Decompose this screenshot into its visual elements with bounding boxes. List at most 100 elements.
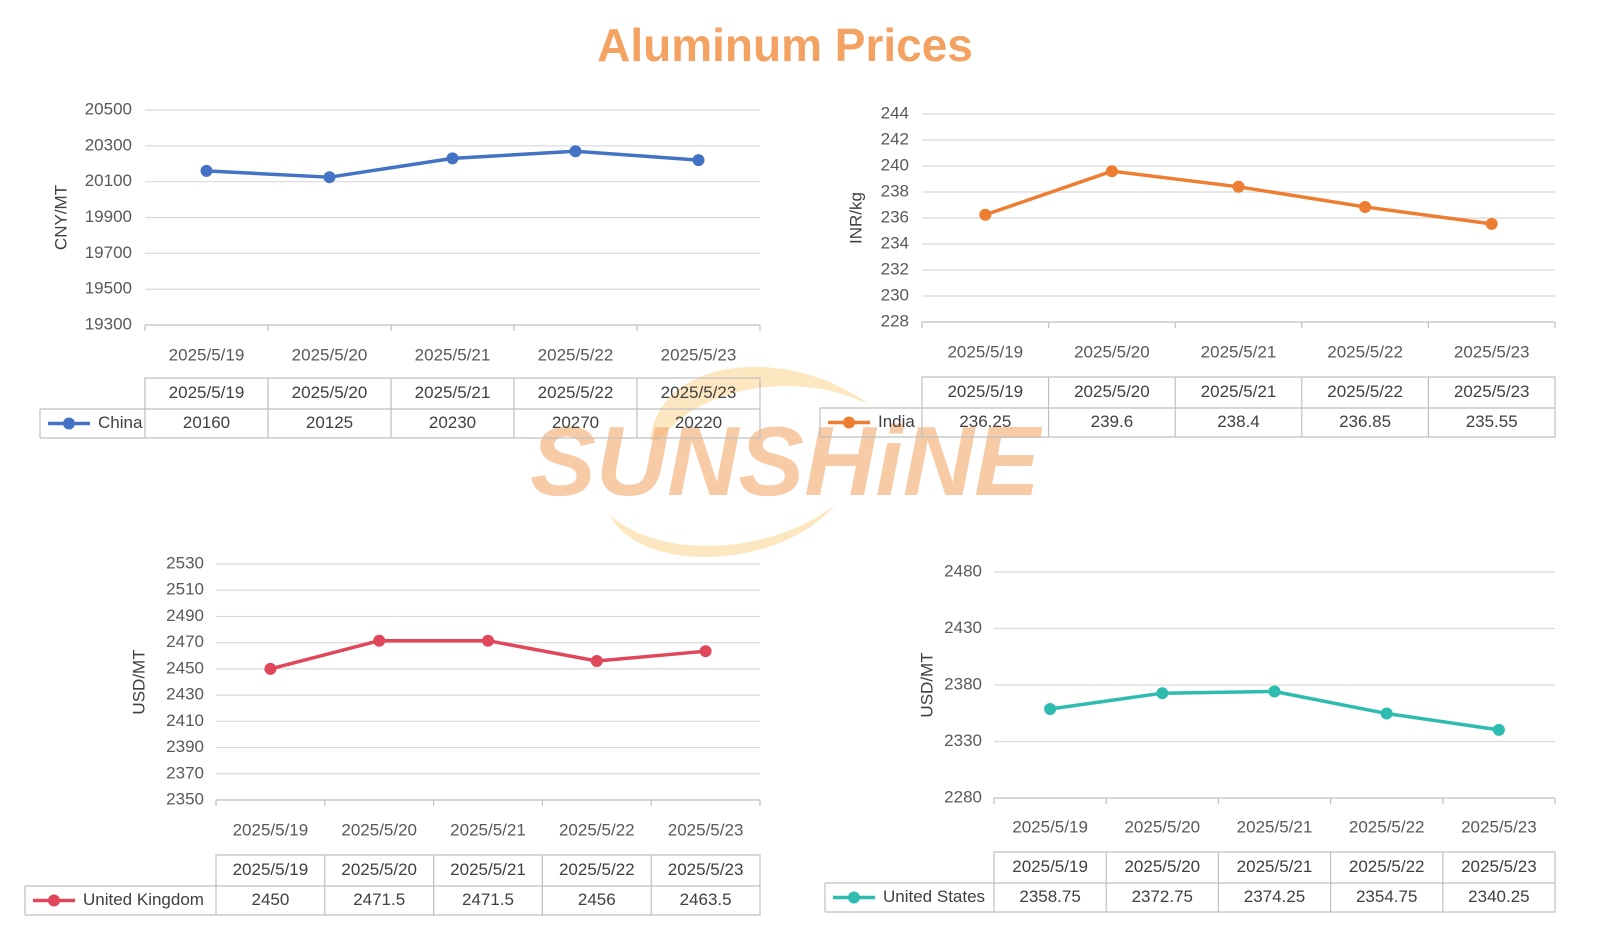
table-header-cell: 2025/5/22	[1327, 382, 1403, 401]
table-cell: 2374.25	[1244, 887, 1305, 906]
x-tick-label: 2025/5/21	[450, 820, 526, 839]
table-header-cell: 2025/5/20	[341, 860, 417, 879]
table-header-cell: 2025/5/20	[1124, 857, 1200, 876]
table-header-cell: 2025/5/22	[559, 860, 635, 879]
x-tick-label: 2025/5/21	[1201, 342, 1277, 361]
data-point	[1156, 687, 1169, 700]
table-header-cell: 2025/5/19	[233, 860, 309, 879]
x-tick-label: 2025/5/21	[1237, 817, 1313, 836]
table-border	[993, 851, 1556, 913]
y-tick-label: 244	[881, 103, 909, 122]
table-header-cell: 2025/5/21	[415, 383, 491, 402]
data-point	[264, 662, 277, 675]
data-table: 2025/5/19 2025/5/20 2025/5/21 2025/5/22 2025…	[39, 377, 761, 439]
y-tick-label: 2280	[944, 787, 982, 806]
y-tick-label: 238	[881, 181, 909, 200]
x-tick-label: 2025/5/20	[1124, 817, 1200, 836]
y-tick-label: 2350	[166, 789, 204, 808]
legend-series-name: United Kingdom	[83, 890, 204, 909]
x-tick-label: 2025/5/19	[1012, 817, 1088, 836]
data-point	[699, 645, 712, 658]
table-header-cell: 2025/5/22	[1349, 857, 1425, 876]
y-tick-label: 19700	[85, 243, 132, 262]
table-cell: 20230	[429, 413, 476, 432]
y-tick-label: 230	[881, 285, 909, 304]
x-tick-label: 2025/5/20	[341, 820, 417, 839]
y-tick-label: 232	[881, 259, 909, 278]
x-tick-label: 2025/5/20	[292, 345, 368, 364]
table-header-cell: 2025/5/19	[1012, 857, 1088, 876]
x-tick-label: 2025/5/22	[1327, 342, 1403, 361]
data-point	[1492, 723, 1505, 736]
table-cell: 2358.75	[1019, 887, 1080, 906]
data-point	[979, 208, 992, 221]
table-cell: 2456	[578, 890, 616, 909]
legend-marker	[48, 894, 60, 907]
table-cell: 20270	[552, 413, 599, 432]
series-line	[984, 169, 1492, 226]
table-cell: 20160	[183, 413, 230, 432]
data-point	[1359, 200, 1372, 213]
y-tick-label: 20300	[85, 135, 132, 154]
data-point	[446, 152, 459, 165]
data-point	[1232, 180, 1245, 193]
data-point	[1044, 703, 1057, 716]
table-cell: 20125	[306, 413, 353, 432]
table-cell: 2372.75	[1132, 887, 1193, 906]
legend-marker	[848, 891, 860, 904]
table-header-cell: 2025/5/22	[538, 383, 614, 402]
table-cell: 2471.5	[353, 890, 405, 909]
x-tick-label: 2025/5/19	[947, 342, 1023, 361]
y-tick-label: 2410	[166, 711, 204, 730]
data-point	[692, 154, 705, 167]
y-tick-label: 240	[881, 155, 909, 174]
table-header-cell: 2025/5/23	[1454, 382, 1530, 401]
data-table: 2025/5/19 2025/5/20 2025/5/21 2025/5/22 2025…	[824, 851, 1556, 913]
y-axis-label: INR/kg	[846, 192, 865, 244]
x-tick-label: 2025/5/23	[668, 820, 744, 839]
page-title: Aluminum Prices	[597, 19, 973, 71]
y-tick-label: 2380	[944, 674, 982, 693]
legend-series-name: India	[878, 412, 915, 431]
watermark-swoosh-top	[650, 366, 870, 440]
legend-marker	[63, 417, 75, 430]
data-point	[569, 145, 582, 158]
y-tick-label: 20100	[85, 171, 132, 190]
x-tick-label: 2025/5/23	[661, 345, 737, 364]
data-table: 2025/5/19 2025/5/20 2025/5/21 2025/5/22 2025…	[24, 854, 761, 916]
y-tick-label: 2390	[166, 737, 204, 756]
table-cell: 239.6	[1091, 412, 1134, 431]
x-tick-label: 2025/5/19	[169, 345, 245, 364]
y-axis-label: CNY/MT	[51, 185, 70, 250]
table-header-cell: 2025/5/21	[1237, 857, 1313, 876]
y-tick-label: 2490	[166, 606, 204, 625]
data-table: 2025/5/19 2025/5/20 2025/5/21 2025/5/22 2025…	[819, 376, 1556, 438]
data-point	[1105, 165, 1118, 178]
legend-marker	[843, 416, 855, 429]
x-tick-label: 2025/5/20	[1074, 342, 1150, 361]
legend-series-name: China	[98, 413, 143, 432]
table-border	[144, 377, 761, 439]
data-point	[1485, 217, 1498, 230]
table-header-cell: 2025/5/23	[661, 383, 737, 402]
table-header-cell: 2025/5/19	[169, 383, 245, 402]
y-tick-label: 2430	[166, 685, 204, 704]
y-axis-label: USD/MT	[917, 652, 936, 717]
x-tick-label: 2025/5/23	[1454, 342, 1530, 361]
table-cell: 235.55	[1466, 412, 1518, 431]
y-tick-label: 19900	[85, 207, 132, 226]
table-header-cell: 2025/5/23	[668, 860, 744, 879]
y-tick-label: 236	[881, 207, 909, 226]
table-header-cell: 2025/5/20	[1074, 382, 1150, 401]
y-tick-label: 2510	[166, 580, 204, 599]
watermark-swoosh-bottom	[610, 505, 835, 558]
x-tick-label: 2025/5/22	[1349, 817, 1425, 836]
table-cell: 238.4	[1217, 412, 1260, 431]
table-cell: 2354.75	[1356, 887, 1417, 906]
y-tick-label: 242	[881, 129, 909, 148]
table-cell: 2463.5	[680, 890, 732, 909]
table-cell: 2450	[251, 890, 289, 909]
x-tick-label: 2025/5/21	[415, 345, 491, 364]
table-cell: 2340.25	[1468, 887, 1529, 906]
